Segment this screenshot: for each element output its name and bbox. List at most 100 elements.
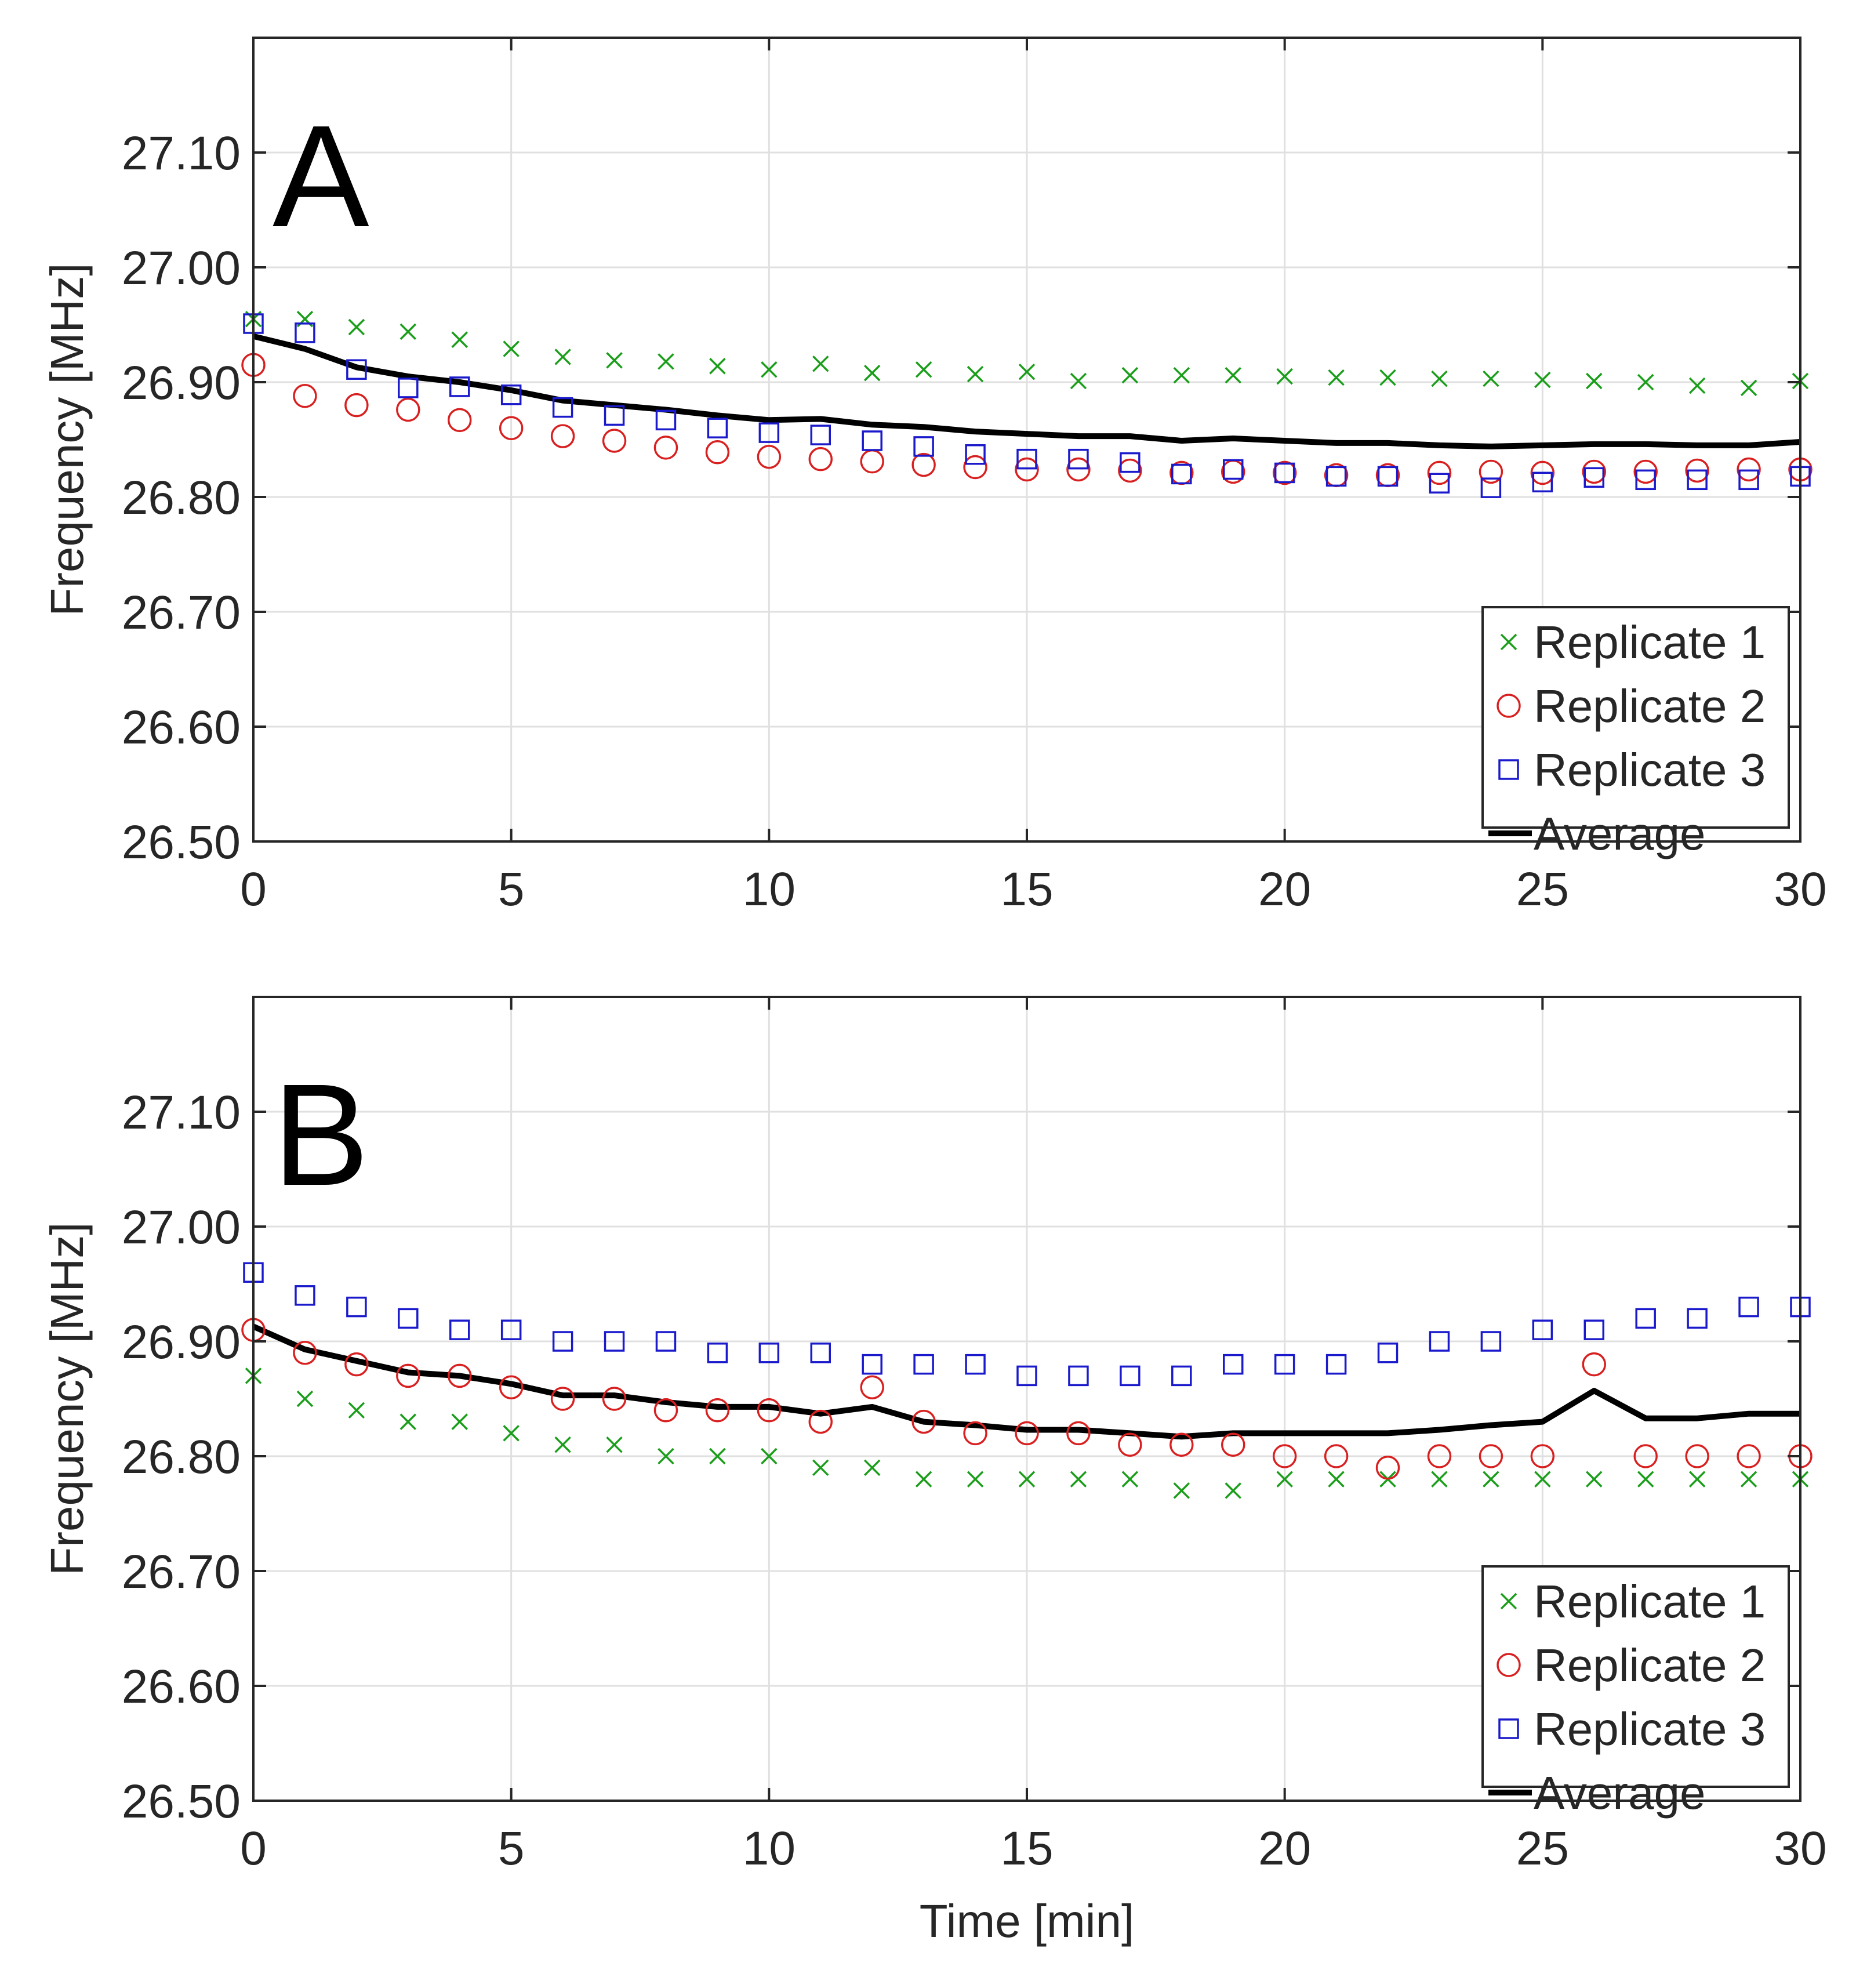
panel-a-average-layer: [252, 333, 1801, 449]
panel-a-replicate-3-point-8: [655, 409, 677, 431]
panel-b-replicate-2-point-15: [1015, 1421, 1039, 1446]
panel-b-average-line: [252, 1323, 1800, 1440]
panel-a-replicate-2-point-29: [1737, 457, 1761, 482]
panel-b-replicate-3-point-19: [1222, 1354, 1244, 1375]
panel-b-replicate-1-point-6: [554, 1436, 571, 1453]
panel-b-replicate-3-point-23: [1429, 1331, 1450, 1352]
panel-a-replicate-3-point-12: [862, 430, 882, 451]
panel-b-replicate-3-point-29: [1738, 1296, 1759, 1318]
panel-b-legend-marker-replicate-1: [1500, 1592, 1517, 1610]
panel-a-replicate-1-point-2: [348, 318, 365, 336]
panel-b-legend-label-replicate-3: Replicate 3: [1534, 1703, 1766, 1755]
panel-a-replicate-1-point-13: [915, 361, 932, 378]
panel-b-y-tick-label-27-10: 27.10: [122, 1086, 241, 1139]
panel-b-replicate-1-point-2: [348, 1402, 365, 1419]
panel-a-replicate-3-point-17: [1120, 452, 1141, 473]
panel-b-legend-symbol-replicate-3: [1498, 1718, 1519, 1739]
panel-a-legend: Replicate 1 Replicate 2 Replicate 3 Aver…: [1481, 606, 1790, 859]
panel-a-replicate-2-point-25: [1530, 460, 1555, 485]
panel-b-replicate-3-point-8: [655, 1331, 677, 1352]
panel-b-replicate-1-point-13: [915, 1471, 932, 1488]
panel-b-replicate-1-point-11: [812, 1459, 829, 1477]
panel-a-replicate-2-point-13: [911, 452, 936, 477]
panel-a-replicate-3-point-10: [758, 422, 780, 443]
panel-b-label: B: [273, 1054, 369, 1216]
panel-b-replicate-1-point-24: [1483, 1471, 1499, 1488]
panel-a-replicate-2-point-24: [1479, 459, 1503, 484]
panel-b-replicate-3-point-20: [1274, 1354, 1295, 1375]
panel-b-replicate-2-point-2: [344, 1352, 369, 1377]
panel-a-replicate-3-point-5: [500, 384, 522, 405]
panel-b-legend-marker-replicate-2: [1497, 1653, 1521, 1677]
panel-a-replicate-2-point-27: [1633, 459, 1658, 484]
panel-b-replicate-1-point-29: [1740, 1471, 1757, 1488]
panel-b-replicate-3-point-7: [604, 1331, 625, 1352]
panel-b-replicate-3-point-2: [346, 1296, 367, 1318]
panel-b-replicate-3-point-18: [1171, 1365, 1192, 1387]
panel-a-average-line: [252, 333, 1801, 449]
panel-a-replicate-1-point-19: [1225, 367, 1241, 384]
panel-a-ticks: 0 5 10 15 20 25 30 26.50 26.60 26.70 26.80 26.90 27.…: [122, 38, 1827, 916]
panel-a-replicate-3-point-6: [552, 397, 573, 418]
panel-b-replicate-2-point-17: [1118, 1432, 1142, 1457]
panel-a-replicate-3-point-29: [1738, 469, 1759, 491]
panel-b-replicate-3-point-21: [1325, 1354, 1347, 1375]
panel-a: 0 5 10 15 20 25 30 26.50 26.60 26.70 26.80 26.90 27.…: [41, 37, 1827, 916]
panel-b-replicate-1-point-10: [761, 1448, 778, 1465]
panel-b-x-tick-label-0: 0: [240, 1822, 267, 1875]
panel-b-replicate-1-point-25: [1534, 1471, 1551, 1488]
panel-b-replicate-2-point-25: [1530, 1444, 1555, 1468]
panel-b-replicate-3-point-15: [1016, 1365, 1037, 1387]
panel-a-replicate-3-point-28: [1687, 469, 1708, 491]
panel-b-legend-label-replicate-1: Replicate 1: [1534, 1576, 1766, 1627]
panel-b-x-tick-label-25: 25: [1516, 1822, 1569, 1875]
panel-a-x-tick-label-10: 10: [743, 863, 796, 916]
panel-a-replicate-2-point-9: [705, 440, 730, 465]
panel-b-replicate-3-point-28: [1687, 1308, 1708, 1329]
panel-a-replicate-3-point-7: [604, 405, 625, 426]
panel-a-replicate-3-point-18: [1171, 463, 1192, 485]
panel-b-legend-symbol-replicate-2: [1497, 1653, 1521, 1677]
panel-b-replicate-2-point-29: [1737, 1444, 1761, 1468]
panel-b-legend-symbol-replicate-1: [1500, 1592, 1517, 1610]
panel-a-legend-symbol-replicate-3: [1498, 759, 1519, 780]
panel-a-replicate-3-point-22: [1377, 466, 1399, 487]
panel-b-replicate-2-point-16: [1066, 1421, 1091, 1446]
panel-b-y-tick-label-26-50: 26.50: [122, 1775, 241, 1828]
panel-a-replicate-3-point-16: [1068, 448, 1089, 470]
panel-a-replicate-1-point-8: [658, 353, 674, 370]
panel-a-replicate-1-point-23: [1431, 370, 1448, 387]
panel-b-replicate-1-point-23: [1431, 1471, 1448, 1488]
panel-a-replicate-3-point-4: [449, 376, 470, 397]
panel-a-replicate-2-point-16: [1066, 457, 1091, 482]
panel-b-y-tick-label-26-80: 26.80: [122, 1431, 241, 1483]
panel-a-y-tick-label-26-70: 26.70: [122, 586, 241, 639]
panel-b-legend-box: [1481, 1565, 1790, 1788]
panel-a-replicate-2-point-23: [1427, 460, 1452, 485]
panel-b-replicate-1-point-21: [1328, 1471, 1345, 1488]
panel-b-replicate-2-point-3: [396, 1363, 420, 1388]
panel-b-replicate-1-point-15: [1018, 1471, 1036, 1488]
panel-a-legend-marker-replicate-3: [1498, 759, 1519, 780]
panel-b-replicate-2-point-1: [293, 1341, 317, 1365]
panel-a-replicate-3-point-11: [810, 425, 831, 445]
panel-b-replicate-1-point-12: [863, 1459, 881, 1477]
panel-b-legend-label-average: Average: [1534, 1767, 1706, 1819]
panel-a-replicate-2-point-7: [602, 429, 627, 453]
panel-a-replicate-3-point-3: [398, 378, 419, 398]
panel-b-replicate-3-point-14: [965, 1354, 986, 1375]
panel-a-replicate-1-point-15: [1018, 363, 1036, 380]
panel-b-x-tick-label-15: 15: [1000, 1822, 1053, 1875]
panel-a-replicate-3-point-1: [295, 322, 315, 343]
panel-b-replicate-2-point-13: [911, 1409, 936, 1434]
panel-a-replicate-3-point-15: [1016, 448, 1037, 470]
panel-a-replicate-3-point-26: [1583, 467, 1605, 488]
panel-b-replicate-3-point-16: [1068, 1365, 1089, 1387]
panel-a-legend-label-replicate-2: Replicate 2: [1534, 680, 1766, 732]
panel-a-replicate-1-point-11: [812, 355, 829, 372]
panel-b-y-tick-label-27-00: 27.00: [122, 1201, 241, 1254]
panel-b-replicate-2-point-22: [1375, 1456, 1400, 1480]
panel-a-replicate-1-point-5: [503, 340, 520, 357]
panel-b-replicate-2-point-5: [499, 1375, 524, 1399]
panel-b-replicate-3-point-11: [810, 1343, 831, 1363]
